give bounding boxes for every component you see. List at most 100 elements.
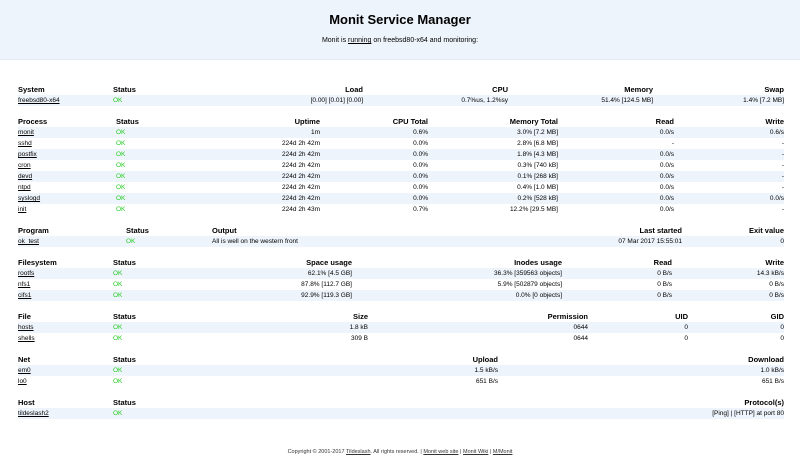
- process-memory: 1.8% [4.3 MB]: [428, 149, 558, 160]
- system-name-link[interactable]: freebsd80-x64: [18, 95, 113, 106]
- system-swap: 1.4% [7.2 MB]: [653, 95, 784, 106]
- process-uptime: 224d 2h 42m: [214, 171, 320, 182]
- filesystem-name-link[interactable]: rootfs: [18, 268, 113, 279]
- program-output-header: Output: [212, 226, 237, 235]
- system-load: [0.00] [0.01] [0.00]: [203, 95, 363, 106]
- file-gid-header: GID: [770, 312, 784, 321]
- system-header: System: [18, 85, 45, 94]
- program-last-started: 07 Mar 2017 15:55:01: [512, 236, 682, 247]
- process-cpu: 0.0%: [320, 193, 428, 204]
- footer-monit-web-link[interactable]: Monit web site: [423, 449, 459, 455]
- process-read: 0.0/s: [558, 171, 674, 182]
- process-name-link[interactable]: cron: [18, 162, 31, 169]
- status-badge: OK: [116, 162, 126, 169]
- footer-separator: |: [489, 449, 492, 455]
- process-name-link[interactable]: init: [18, 206, 27, 213]
- filesystem-name-link[interactable]: nfs1: [18, 281, 31, 288]
- table-row: rootfs OK 62.1% [4.5 GB] 36.3% [359563 o…: [18, 268, 784, 279]
- net-name-link[interactable]: em0: [18, 365, 113, 376]
- process-cpu: 0.0%: [320, 149, 428, 160]
- system-memory: 51.4% [124.5 MB]: [508, 95, 653, 106]
- process-memory: 2.8% [6.8 MB]: [517, 140, 558, 147]
- status-badge: OK: [116, 149, 214, 160]
- process-memory: 0.3% [740 kB]: [517, 162, 558, 169]
- filesystem-header: Filesystem: [18, 258, 57, 267]
- filesystem-space: 87.8% [112.7 GB]: [301, 281, 352, 288]
- filesystem-name-link[interactable]: cifs1: [18, 290, 113, 301]
- program-name-link[interactable]: ok_test: [18, 236, 126, 247]
- status-badge: OK: [116, 127, 214, 138]
- process-memory: 0.4% [1.0 MB]: [517, 184, 558, 191]
- file-name-link[interactable]: shells: [18, 335, 35, 342]
- system-memory-header: Memory: [624, 85, 653, 94]
- net-upload: 1.5 kB/s: [203, 365, 498, 376]
- table-row: ok_test OK All is well on the western fr…: [18, 236, 784, 247]
- process-uptime: 224d 2h 42m: [282, 162, 320, 169]
- file-permission: 0644: [573, 335, 588, 342]
- process-uptime: 224d 2h 42m: [214, 193, 320, 204]
- file-gid: 0: [780, 335, 784, 342]
- process-name-link[interactable]: syslogd: [18, 193, 116, 204]
- host-status-header: Status: [113, 398, 136, 407]
- process-uptime: 224d 2h 42m: [282, 184, 320, 191]
- status-badge: OK: [113, 268, 203, 279]
- process-write: -: [781, 206, 784, 213]
- filesystem-space: 92.9% [119.3 GB]: [203, 290, 352, 301]
- table-row: tildeslash2 OK [Ping] | [HTTP] at port 8…: [18, 408, 784, 419]
- process-cpu: 0.0%: [413, 140, 428, 147]
- process-cpu: 0.0%: [320, 171, 428, 182]
- process-write: -: [781, 140, 784, 147]
- net-table: Net Status Upload Download em0 OK 1.5 kB…: [18, 354, 784, 387]
- net-download-header: Download: [748, 355, 784, 364]
- process-name-link[interactable]: devd: [18, 171, 116, 182]
- table-row: nfs1 OK 87.8% [112.7 GB] 5.9% [502879 ob…: [18, 279, 784, 290]
- filesystem-read: 0 B/s: [657, 281, 672, 288]
- process-name-link[interactable]: monit: [18, 127, 116, 138]
- process-read: 0.0/s: [659, 206, 674, 213]
- filesystem-read-header: Read: [653, 258, 672, 267]
- filesystem-write: 14.3 kB/s: [672, 268, 784, 279]
- filesystem-space-header: Space usage: [306, 258, 352, 267]
- file-permission: 0644: [368, 322, 588, 333]
- table-row: shells OK 309 B 0644 0 0: [18, 333, 784, 344]
- subtitle-suffix: on freebsd80-x64 and monitoring:: [373, 37, 479, 44]
- file-permission-header: Permission: [547, 312, 588, 321]
- process-name-link[interactable]: ntpd: [18, 184, 31, 191]
- status-badge: OK: [116, 140, 126, 147]
- table-row: syslogd OK 224d 2h 42m 0.0% 0.2% [528 kB…: [18, 193, 784, 204]
- file-name-link[interactable]: hosts: [18, 322, 113, 333]
- filesystem-write: 0 B/s: [769, 281, 784, 288]
- status-badge: OK: [116, 193, 214, 204]
- footer-monit-wiki-link[interactable]: Monit Wiki: [462, 449, 489, 455]
- net-status-header: Status: [113, 355, 136, 364]
- process-memory: 0.1% [268 kB]: [428, 171, 558, 182]
- footer-mmonit-link[interactable]: M/Monit: [492, 449, 513, 455]
- file-table: File Status Size Permission UID GID host…: [18, 311, 784, 344]
- process-header: Process: [18, 117, 48, 126]
- program-exit-value-header: Exit value: [748, 226, 784, 235]
- process-name-link[interactable]: postfix: [18, 149, 116, 160]
- process-uptime: 224d 2h 42m: [282, 140, 320, 147]
- footer-company-link[interactable]: Tildeslash: [345, 449, 371, 455]
- process-write: -: [674, 149, 784, 160]
- net-name-link[interactable]: lo0: [18, 378, 27, 385]
- running-link[interactable]: running: [348, 37, 372, 44]
- process-read: 0.0/s: [558, 193, 674, 204]
- process-status-header: Status: [116, 117, 139, 126]
- net-upload-header: Upload: [472, 355, 498, 364]
- host-name-link[interactable]: tildeslash2: [18, 408, 113, 419]
- table-row: cron OK 224d 2h 42m 0.0% 0.3% [740 kB] 0…: [18, 160, 784, 171]
- page-header: Monit Service Manager Monit is running o…: [0, 0, 800, 60]
- status-badge: OK: [113, 408, 203, 419]
- process-uptime-header: Uptime: [294, 117, 320, 126]
- status-badge: OK: [113, 378, 123, 385]
- net-download: 651 B/s: [761, 378, 784, 385]
- process-write: 0.0/s: [674, 193, 784, 204]
- program-exit-value: 0: [682, 236, 784, 247]
- process-name-link[interactable]: sshd: [18, 140, 32, 147]
- host-protocols-header: Protocol(s): [744, 398, 784, 407]
- system-cpu-header: CPU: [492, 85, 508, 94]
- system-cpu: 0.7%us, 1.2%sy: [363, 95, 508, 106]
- filesystem-write-header: Write: [765, 258, 784, 267]
- system-table: System Status Load CPU Memory Swap freeb…: [18, 84, 784, 106]
